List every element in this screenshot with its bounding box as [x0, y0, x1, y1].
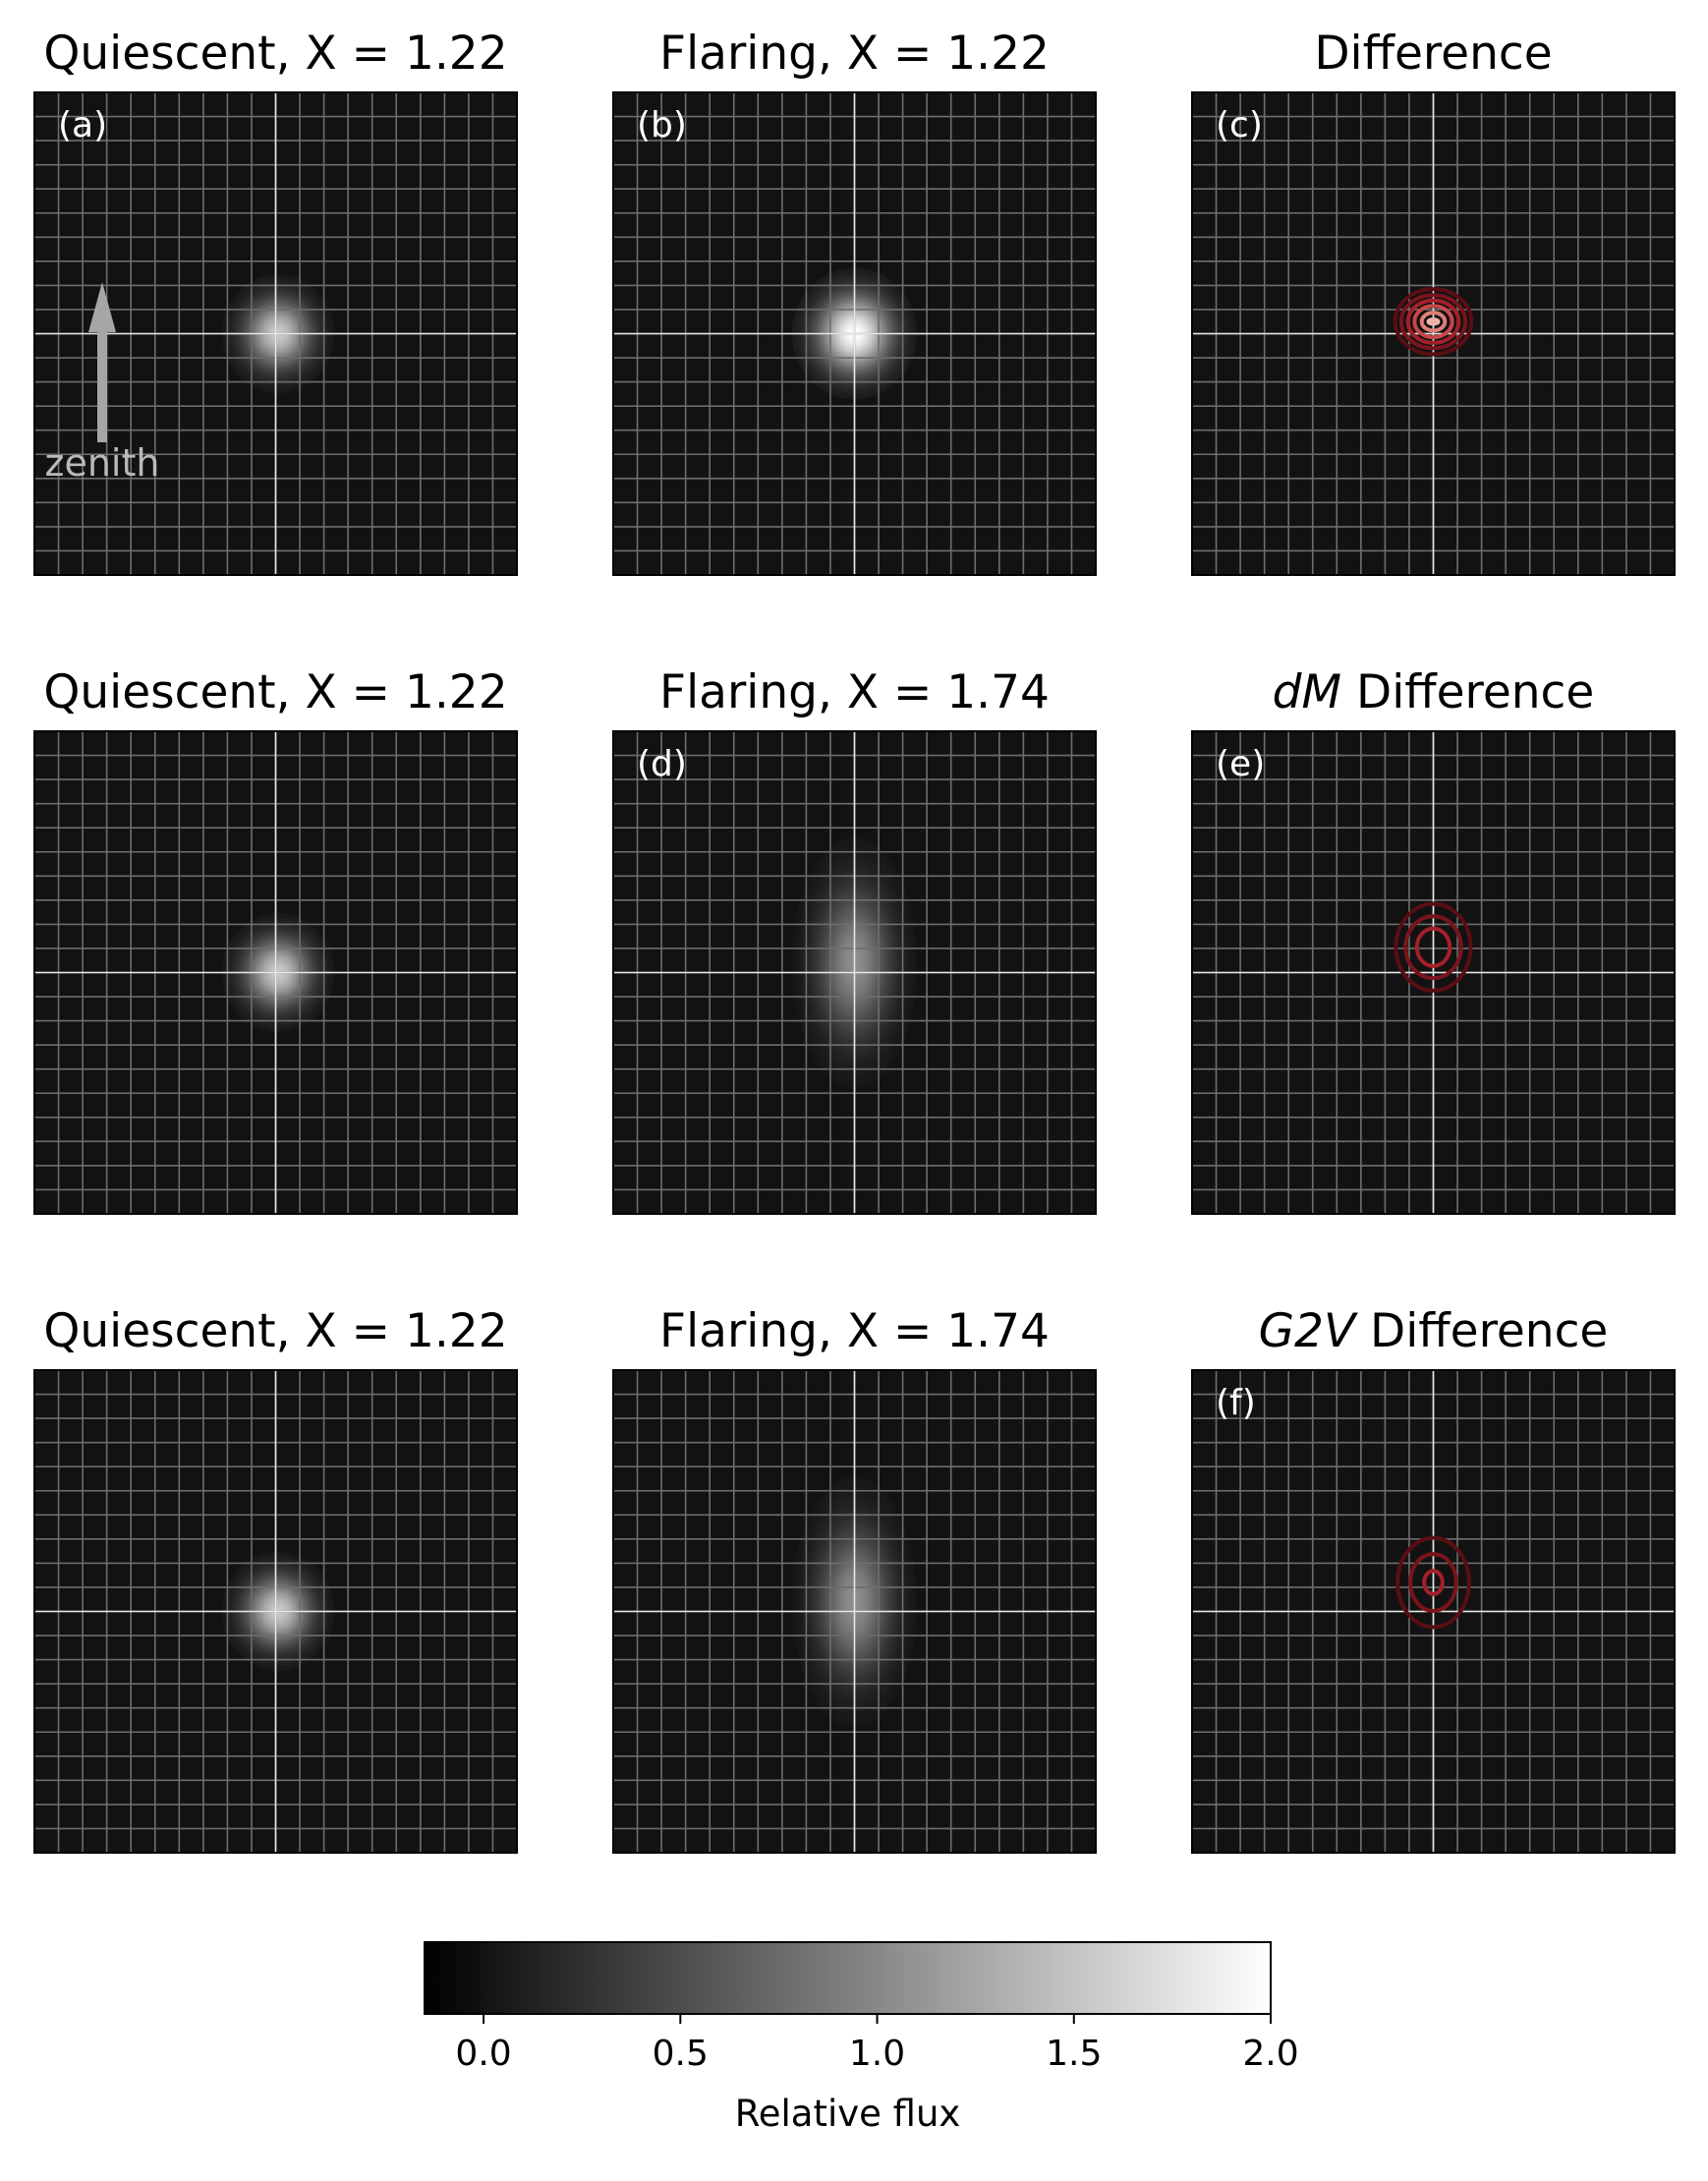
colorbar-tick-label: 1.5 — [1046, 2034, 1102, 2074]
panel-title: Quiescent, X = 1.22 — [43, 27, 507, 81]
panel-2-1: Flaring, X = 1.74 — [612, 1304, 1097, 1854]
colorbar-gradient — [424, 1941, 1272, 2015]
panel-label: (c) — [1216, 105, 1263, 145]
contour-level — [1412, 304, 1454, 340]
panel-frame — [1191, 91, 1676, 576]
panel-title-italic: dM — [1273, 665, 1341, 719]
panel-frame — [1191, 730, 1676, 1215]
contour-level — [1393, 287, 1474, 357]
panel-0-2: Difference (c) — [1191, 27, 1676, 576]
zenith-label: zenith — [45, 441, 160, 485]
panel-2-0: Quiescent, X = 1.22 — [33, 1304, 518, 1854]
panel-title-italic: G2V — [1259, 1304, 1358, 1358]
panel-frame — [33, 91, 518, 576]
panel-1-1: Flaring, X = 1.74 (d) — [612, 665, 1097, 1215]
contour-level — [1403, 914, 1463, 981]
panel-title-rest: Difference — [1355, 1304, 1608, 1358]
panel-2-2: G2V Difference(f) — [1191, 1304, 1676, 1854]
arrow-shaft — [97, 328, 107, 442]
panel-title: Difference — [1314, 27, 1552, 81]
contour-level — [1394, 901, 1473, 993]
panels-group: Quiescent, X = 1.22 (a) zenith Flaring, X =… — [33, 27, 1676, 1854]
panel-frame — [33, 1369, 518, 1854]
panel-title-rest: Difference — [1341, 665, 1594, 719]
contour-level — [1395, 1535, 1471, 1630]
panel-frame — [612, 730, 1097, 1215]
panel-1-0: Quiescent, X = 1.22 — [33, 665, 518, 1215]
panel-0-1: Flaring, X = 1.22 (b) — [612, 27, 1097, 576]
zenith-arrow: zenith — [45, 282, 160, 485]
colorbar-tick-label: 2.0 — [1242, 2034, 1298, 2074]
contour-level — [1426, 317, 1441, 326]
panel-title: Flaring, X = 1.74 — [659, 665, 1050, 719]
contour-level — [1414, 926, 1452, 968]
contour-level — [1405, 298, 1461, 345]
colorbar-tick-label: 0.0 — [455, 2034, 511, 2074]
panel-label: (b) — [637, 105, 687, 145]
arrow-head — [88, 282, 116, 332]
panel-title: Quiescent, X = 1.22 — [43, 665, 507, 719]
panel-frame — [612, 91, 1097, 576]
colorbar-tick-label: 1.0 — [849, 2034, 905, 2074]
panel-label: (d) — [637, 744, 687, 784]
panel-label: (f) — [1216, 1383, 1256, 1423]
panel-title: Flaring, X = 1.22 — [659, 27, 1050, 81]
contour-level — [1419, 311, 1448, 333]
contour-level — [1398, 293, 1468, 351]
panel-title: dM Difference — [1273, 665, 1595, 719]
panel-label: (e) — [1216, 744, 1265, 784]
colorbar-label: Relative flux — [735, 2093, 961, 2135]
colorbar-tick-label: 0.5 — [653, 2034, 709, 2074]
contour-level — [1408, 1552, 1458, 1614]
colorbar: 0.0 0.5 1.0 1.5 2.0 Relative flux — [424, 1941, 1299, 2135]
panel-label: (a) — [58, 105, 107, 145]
contour-level — [1422, 1569, 1445, 1596]
panel-frame — [612, 1369, 1097, 1854]
panel-frame — [1191, 1369, 1676, 1854]
panel-0-0: Quiescent, X = 1.22 (a) zenith — [33, 27, 518, 576]
panel-title: Quiescent, X = 1.22 — [43, 1304, 507, 1358]
panel-frame — [33, 730, 518, 1215]
panel-1-2: dM Difference(e) — [1191, 665, 1676, 1215]
panel-title: G2V Difference — [1259, 1304, 1609, 1358]
panel-title: Flaring, X = 1.74 — [659, 1304, 1050, 1358]
